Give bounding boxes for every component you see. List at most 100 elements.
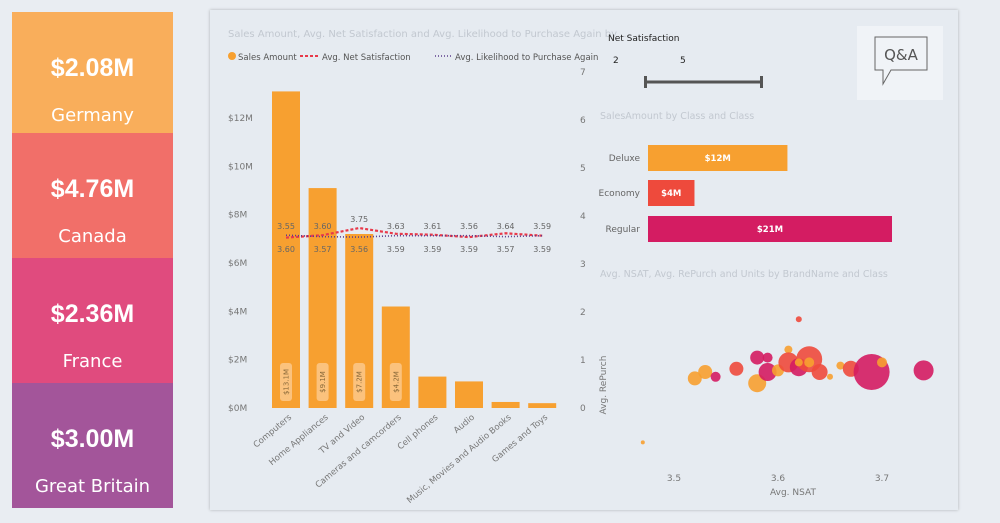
bar-data-label: $13.1M [283,369,291,395]
slicer-max-handle[interactable] [760,76,763,88]
nsat-data-label: 3.56 [460,222,478,231]
scatter-x-tick: 3.7 [875,474,889,484]
y2-axis-tick: 6 [580,116,586,126]
class-bar[interactable] [648,216,892,242]
kpi-value: $2.36M [50,300,135,328]
scatter-point[interactable] [729,361,744,376]
y2-axis-tick: 7 [580,68,586,78]
legend-repurch[interactable]: Avg. Likelihood to Purchase Again [455,53,598,63]
y-axis-tick: $4M [228,307,247,317]
slicer-min-handle[interactable] [644,76,647,88]
y2-axis-tick: 3 [580,260,586,270]
scatter-point[interactable] [811,364,828,380]
scatter-point[interactable] [804,357,815,368]
legend-nsat[interactable]: Avg. Net Satisfaction [322,53,411,63]
class-bar[interactable] [648,180,695,206]
class-bar-data-label: $12M [705,154,731,164]
scatter-x-tick: 3.6 [771,474,786,484]
combo-chart-title: Sales Amount, Avg. Net Satisfaction and … [228,29,630,40]
repurch-data-label: 3.59 [423,245,441,254]
legend-sales-marker [228,52,236,60]
scatter-y-label: Avg. RePurch [599,356,609,415]
kpi-label: Germany [51,105,134,126]
line-net-satisfaction[interactable] [285,226,543,239]
repurch-data-label: 3.57 [497,245,515,254]
slicer-max-value: 5 [680,56,686,66]
y-axis-tick: $2M [228,356,247,366]
class-bar-category: Deluxe [609,154,641,164]
scatter-point[interactable] [794,358,803,367]
bar-data-label: $9.1M [319,371,327,393]
nsat-data-label: 3.55 [277,222,295,231]
scatter-x-label: Avg. NSAT [770,488,816,498]
nsat-data-label: 3.61 [423,222,441,231]
line-repurchase[interactable] [285,234,543,238]
slicer-min-value: 2 [613,56,619,66]
repurch-data-label: 3.56 [350,245,368,254]
class-bar[interactable] [648,145,788,171]
scatter-point[interactable] [640,440,645,445]
y-axis-tick: $6M [228,259,247,269]
scatter-point[interactable] [750,350,765,365]
class-bar-title: SalesAmount by Class and Class [600,111,754,122]
scatter-point[interactable] [827,373,833,380]
kpi-value: $2.08M [50,54,135,82]
y2-axis-tick: 5 [580,164,586,174]
bar-sales[interactable] [528,403,557,408]
y2-axis-tick: 1 [580,356,586,366]
y-axis-tick: $0M [228,404,247,414]
scatter-point[interactable] [795,316,802,323]
class-bar-data-label: $21M [757,225,783,235]
nsat-data-label: 3.60 [314,222,332,231]
scatter-point[interactable] [762,352,773,363]
bar-sales[interactable] [272,91,300,409]
bar-sales[interactable] [491,401,520,408]
qa-button[interactable]: Q&A [857,26,943,100]
repurch-data-label: 3.59 [460,245,478,254]
repurch-data-label: 3.59 [387,245,405,254]
nsat-data-label: 3.75 [350,215,368,224]
kpi-label: France [62,351,123,372]
kpi-value: $4.76M [50,175,135,203]
bar-data-label-bg [353,363,366,401]
bar-data-label-bg [389,363,402,401]
class-bar-data-label: $4M [661,189,681,199]
scatter-point[interactable] [698,365,713,379]
nsat-data-label: 3.63 [387,222,405,231]
scatter-point[interactable] [758,363,777,381]
scatter-point[interactable] [710,371,721,382]
y2-axis-tick: 4 [580,212,586,222]
y-axis-tick: $8M [228,211,247,221]
y2-axis-tick: 2 [580,308,586,318]
y2-axis-tick: 0 [580,404,586,414]
nsat-data-label: 3.59 [533,222,551,231]
kpi-card-france[interactable]: $2.36M France [12,258,173,383]
legend-sales[interactable]: Sales Amount [238,53,297,63]
scatter-point[interactable] [836,361,845,370]
x-axis-tick: Audio [452,413,477,436]
bar-data-label-bg [280,363,292,401]
scatter-x-tick: 3.5 [667,474,681,484]
class-bar-chart[interactable]: SalesAmount by Class and Class Deluxe $12… [599,111,892,242]
bar-data-label-bg [316,363,329,401]
kpi-label: Great Britain [34,476,151,497]
scatter-point[interactable] [784,345,793,354]
y-axis-tick: $12M [228,114,253,124]
qa-speech-bubble-icon: Q&A [874,36,928,86]
scatter-point[interactable] [913,360,934,381]
combo-chart[interactable]: $0M$2M$4M$6M$8M$10M$12M01234567$13.1MCom… [228,68,586,506]
bar-data-label: $4.2M [392,371,400,393]
kpi-label: Canada [58,226,127,247]
kpi-card-great-britain[interactable]: $3.00M Great Britain [12,383,173,508]
kpi-card-canada[interactable]: $4.76M Canada [12,133,173,258]
scatter-chart[interactable]: Avg. NSAT, Avg. RePurch and Units by Bra… [599,269,934,498]
nsat-data-label: 3.64 [497,222,515,231]
y-axis-tick: $10M [228,162,253,172]
scatter-point[interactable] [687,371,702,386]
slicer-title: Net Satisfaction [608,34,679,44]
bar-sales[interactable] [455,381,483,408]
scatter-point[interactable] [877,357,887,368]
bar-sales[interactable] [418,376,447,408]
kpi-card-germany[interactable]: $2.08M Germany [12,12,173,133]
bar-data-label: $7.2M [356,371,364,393]
